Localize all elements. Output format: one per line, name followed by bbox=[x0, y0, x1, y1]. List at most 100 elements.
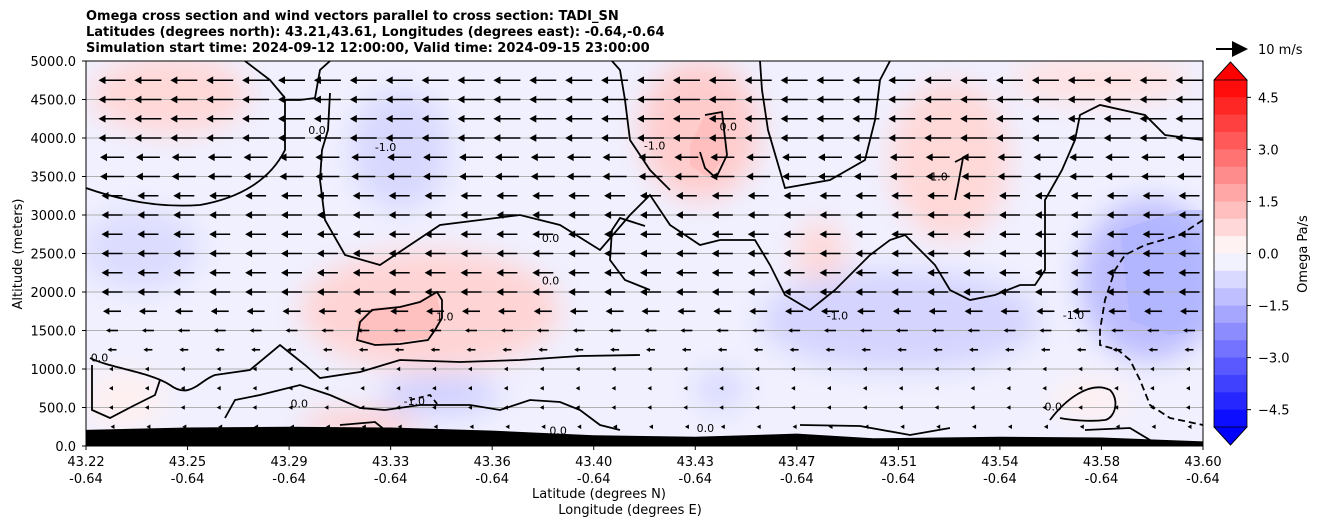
wind-vector-head bbox=[137, 211, 145, 219]
wind-vector-head bbox=[711, 288, 719, 296]
x-axis: 43.22 -0.64 43.25 -0.64 43.29 -0.64 43.33 -0.64… bbox=[67, 446, 1222, 487]
wind-vector-head bbox=[324, 386, 329, 391]
wind-vector-head bbox=[1142, 268, 1150, 277]
colorbar-band bbox=[1214, 80, 1247, 98]
wind-vector-head bbox=[963, 268, 971, 277]
contour-label: -1.0 bbox=[827, 310, 848, 323]
wind-vector-head bbox=[755, 405, 760, 410]
wind-vector-head bbox=[816, 76, 824, 85]
wind-vector-head bbox=[1076, 347, 1081, 352]
wind-vector-head bbox=[646, 347, 650, 352]
wind-vector-head bbox=[898, 386, 903, 391]
wind-vector-head bbox=[101, 268, 109, 277]
wind-vector-head bbox=[538, 347, 543, 352]
wind-vector-head bbox=[210, 307, 217, 315]
wind-vector-head bbox=[1151, 424, 1156, 429]
wind-vector-head bbox=[569, 307, 576, 315]
wind-vector-head bbox=[396, 386, 401, 391]
wind-vector-head bbox=[110, 424, 115, 429]
wind-vector-head bbox=[206, 114, 214, 123]
wind-vector-head bbox=[206, 134, 214, 142]
wind-vector-head bbox=[604, 268, 612, 277]
wind-vector-head bbox=[601, 95, 609, 104]
wind-vector-head bbox=[924, 95, 932, 104]
wind-vector-head bbox=[532, 230, 540, 239]
wind-vector-head bbox=[144, 366, 149, 372]
wind-vector-head bbox=[924, 134, 932, 142]
wind-vector-head bbox=[1067, 114, 1075, 123]
wind-vector-head bbox=[611, 366, 616, 372]
y-tick-label: 2000.0 bbox=[31, 286, 77, 301]
x-tick-label-longitude: -0.64 bbox=[171, 472, 205, 487]
wind-vector-head bbox=[493, 114, 501, 123]
contour-positive-line bbox=[699, 110, 728, 180]
wind-vector-head bbox=[640, 249, 647, 258]
wind-vector-head bbox=[242, 114, 250, 123]
chart-title-line-2: Latitudes (degrees north): 43.21,43.61, … bbox=[86, 25, 665, 40]
wind-vector-head bbox=[577, 424, 582, 429]
wind-vector-head bbox=[468, 386, 472, 391]
omega-patch-negative bbox=[86, 210, 200, 290]
y-tick-label: 3500.0 bbox=[31, 171, 77, 186]
wind-vector-head bbox=[1070, 249, 1078, 258]
x-tick-label-longitude: -0.64 bbox=[678, 472, 712, 487]
contour-zero-line bbox=[611, 61, 671, 191]
wind-vector-head bbox=[109, 366, 113, 372]
wind-vector-head bbox=[465, 328, 470, 333]
wind-vector-head bbox=[816, 114, 824, 123]
wind-vector-head bbox=[640, 230, 647, 239]
contour-label: 1.0 bbox=[930, 170, 948, 183]
wind-vector-head bbox=[827, 366, 831, 372]
wind-vector-head bbox=[960, 76, 968, 85]
wind-vector-head bbox=[996, 114, 1003, 123]
wind-vector-head bbox=[249, 328, 254, 333]
wind-vector-head bbox=[424, 268, 432, 277]
wind-vector-head bbox=[281, 288, 288, 296]
colorbar-band bbox=[1214, 270, 1247, 289]
wind-vector-head bbox=[1111, 328, 1116, 333]
wind-vector-head bbox=[1142, 249, 1150, 258]
wind-vector-head bbox=[532, 191, 540, 200]
wind-vector-head bbox=[855, 230, 863, 239]
wind-vector-head bbox=[898, 405, 903, 410]
wind-vector-head bbox=[638, 172, 646, 181]
wind-vector-head bbox=[852, 76, 860, 85]
contour-label: 0.0 bbox=[542, 274, 560, 287]
wind-vector-head bbox=[209, 191, 217, 200]
wind-vector-head bbox=[421, 114, 429, 123]
wind-vector-head bbox=[816, 95, 824, 104]
colorbar-extend-min bbox=[1213, 426, 1248, 446]
wind-vector-head bbox=[281, 230, 288, 239]
wind-vector-head bbox=[819, 249, 827, 258]
colorbar-band bbox=[1214, 97, 1247, 116]
wind-vector-head bbox=[349, 134, 357, 142]
wind-vector-head bbox=[640, 211, 647, 219]
wind-vector-head bbox=[209, 249, 217, 258]
wind-vector-head bbox=[641, 307, 648, 315]
wind-vector-head bbox=[783, 230, 791, 239]
wind-vector-head bbox=[360, 386, 365, 391]
wind-vector-head bbox=[999, 268, 1006, 277]
wind-vector-head bbox=[927, 211, 935, 219]
wind-vector-head bbox=[963, 249, 971, 258]
wind-vector-head bbox=[180, 366, 185, 372]
colorbar-band bbox=[1214, 184, 1247, 202]
wind-vector-head bbox=[1075, 328, 1080, 333]
wind-vector-head bbox=[853, 172, 861, 181]
wind-vector-head bbox=[352, 191, 360, 200]
wind-vector-head bbox=[177, 328, 182, 333]
wind-vector-head bbox=[279, 153, 287, 162]
wind-vector-head bbox=[1177, 172, 1184, 181]
wind-vector-head bbox=[390, 307, 397, 315]
wind-vector-head bbox=[711, 191, 719, 200]
x-tick-label-longitude: -0.64 bbox=[1186, 472, 1220, 487]
wind-vector-head bbox=[170, 134, 178, 142]
wind-vector-head bbox=[925, 172, 933, 181]
chart-title-line-3: Simulation start time: 2024-09-12 12:00:… bbox=[86, 41, 650, 56]
wind-vector-head bbox=[565, 76, 573, 85]
colorbar-band bbox=[1214, 409, 1247, 428]
wind-vector-head bbox=[960, 114, 968, 123]
wind-vector-head bbox=[783, 249, 791, 258]
wind-vector-head bbox=[352, 268, 360, 277]
x-tick-label-latitude: 43.25 bbox=[169, 455, 206, 470]
